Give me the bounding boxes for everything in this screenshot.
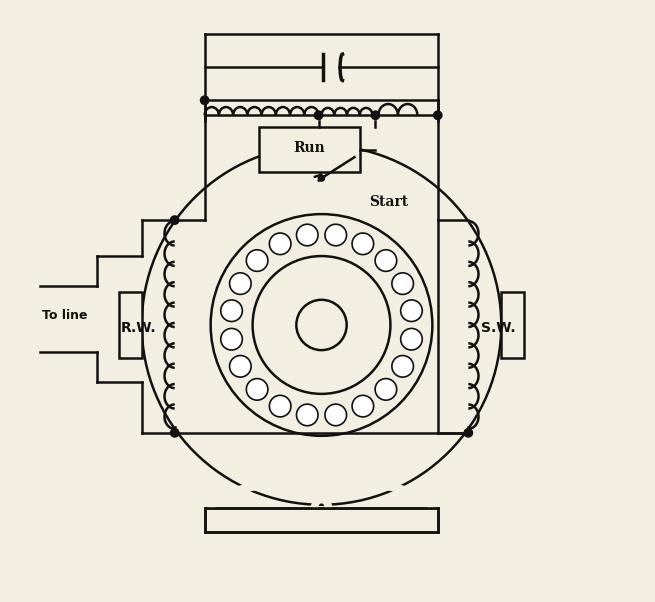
Circle shape: [401, 329, 422, 350]
Circle shape: [170, 429, 179, 437]
Text: R.W.: R.W.: [121, 321, 157, 335]
Circle shape: [253, 256, 390, 394]
Circle shape: [296, 300, 346, 350]
Circle shape: [221, 329, 242, 350]
Circle shape: [375, 250, 397, 272]
Bar: [204, 507, 438, 532]
Bar: [204, 34, 438, 121]
Circle shape: [141, 145, 501, 504]
Circle shape: [325, 224, 346, 246]
Bar: [259, 127, 360, 172]
Circle shape: [297, 224, 318, 246]
Circle shape: [246, 250, 268, 272]
Circle shape: [464, 429, 472, 437]
Circle shape: [318, 175, 324, 181]
Text: Run: Run: [293, 141, 326, 155]
Circle shape: [229, 273, 251, 294]
Circle shape: [200, 96, 209, 105]
Circle shape: [325, 404, 346, 426]
Circle shape: [314, 111, 323, 119]
Circle shape: [269, 396, 291, 417]
Bar: [501, 292, 524, 358]
Text: Start: Start: [369, 195, 409, 209]
Circle shape: [371, 111, 380, 119]
Circle shape: [246, 379, 268, 400]
Circle shape: [352, 396, 373, 417]
Circle shape: [352, 233, 373, 255]
Text: To line: To line: [42, 309, 87, 323]
Circle shape: [211, 214, 432, 436]
Text: S.W.: S.W.: [481, 321, 515, 335]
Circle shape: [297, 404, 318, 426]
Circle shape: [170, 216, 179, 225]
Circle shape: [401, 300, 422, 321]
Circle shape: [392, 273, 413, 294]
Circle shape: [434, 111, 442, 119]
Bar: [119, 292, 141, 358]
Circle shape: [221, 300, 242, 321]
Circle shape: [375, 379, 397, 400]
Circle shape: [269, 233, 291, 255]
Circle shape: [392, 356, 413, 377]
Circle shape: [229, 356, 251, 377]
